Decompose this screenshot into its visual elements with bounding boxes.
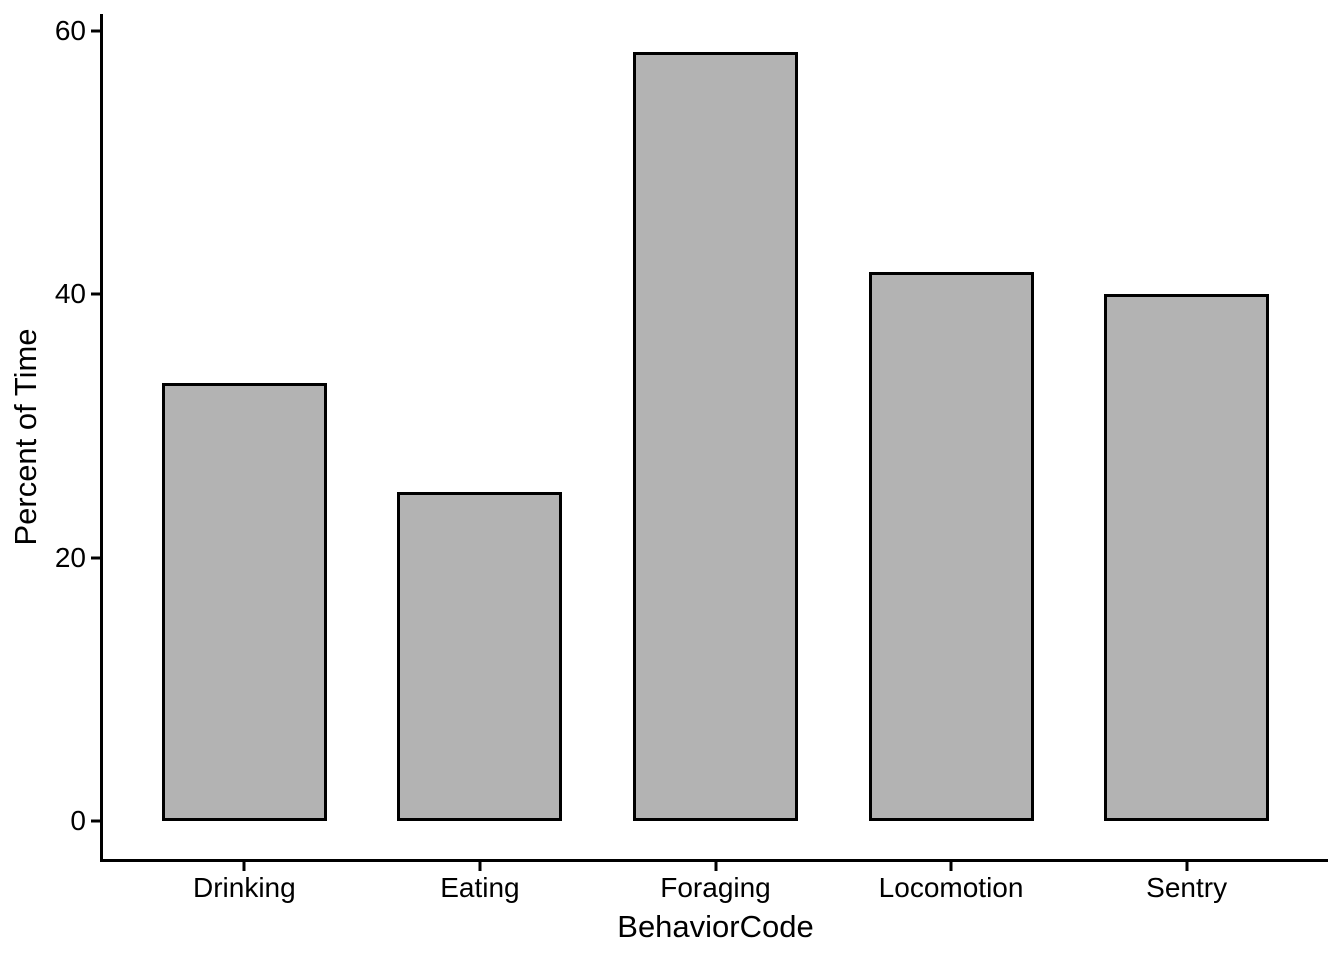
- x-tick-label-foraging: Foraging: [660, 872, 771, 903]
- x-tick-drinking: [242, 862, 246, 871]
- x-tick-sentry: [1185, 862, 1189, 871]
- y-tick-label-40: 40: [54, 278, 86, 310]
- y-tick-label-20: 20: [54, 541, 86, 573]
- y-axis-title: Percent of Time: [8, 327, 43, 546]
- bar-sentry: [1104, 294, 1270, 821]
- bar-drinking: [161, 382, 327, 821]
- x-tick-label-sentry: Sentry: [1146, 872, 1228, 903]
- bar-foraging: [633, 52, 798, 821]
- plot-panel: Percent of Time BehaviorCode Drinking Eat…: [8, 14, 1328, 944]
- x-axis-title: BehaviorCode: [617, 909, 814, 944]
- y-axis-line: [100, 14, 103, 862]
- x-tick-label-eating: Eating: [440, 872, 520, 903]
- y-tick-0: [91, 819, 100, 823]
- y-tick-label-60: 60: [54, 15, 86, 47]
- y-tick-label-0: 0: [70, 804, 86, 836]
- y-tick-60: [91, 29, 100, 33]
- x-axis-line: [100, 859, 1328, 862]
- y-tick-40: [91, 292, 100, 296]
- x-tick-foraging: [714, 862, 717, 871]
- y-tick-20: [91, 556, 100, 560]
- bar-eating: [397, 491, 563, 821]
- x-tick-eating: [478, 862, 482, 871]
- bar-locomotion: [868, 272, 1034, 821]
- x-tick-locomotion: [949, 862, 953, 871]
- x-tick-label-locomotion: Locomotion: [878, 872, 1024, 903]
- x-tick-label-drinking: Drinking: [192, 872, 296, 903]
